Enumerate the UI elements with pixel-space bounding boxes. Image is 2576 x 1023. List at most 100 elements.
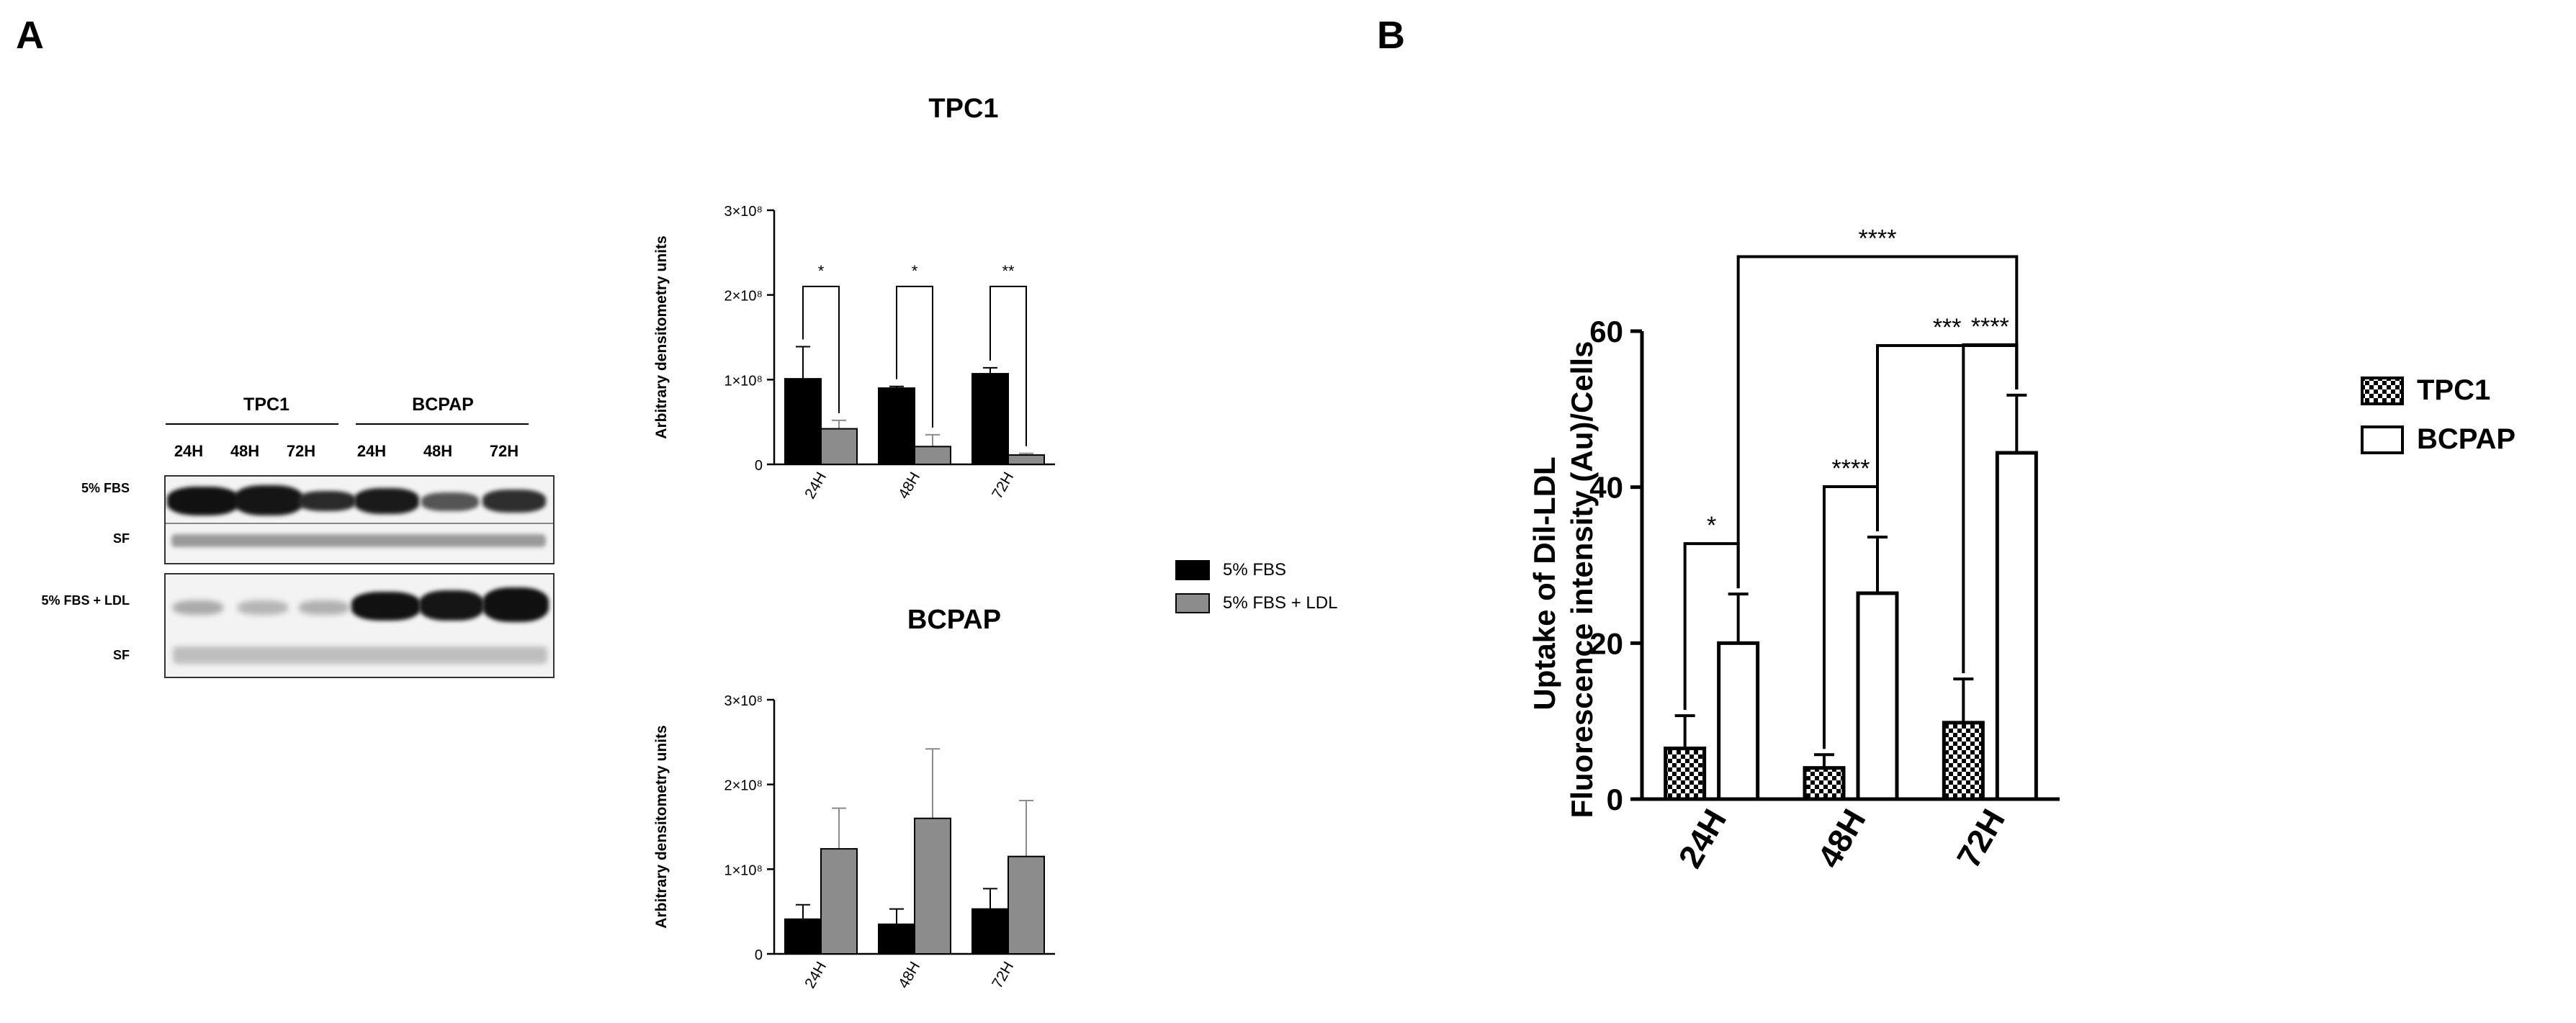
- bar: [914, 817, 951, 955]
- significance-label: *: [818, 262, 825, 280]
- x-tick-label: 72H: [1949, 803, 2012, 874]
- significance-label: ****: [1832, 455, 1870, 482]
- lane-label: 48H: [230, 442, 260, 460]
- y-axis-title: Uptake of Dil-LDL Fluorescence intensity…: [1527, 341, 1599, 819]
- y-tick-label: 3×10⁸: [724, 693, 763, 709]
- lane-label: 24H: [174, 442, 204, 460]
- legend-swatch: [1175, 593, 1210, 613]
- significance-label: ***: [1933, 314, 1962, 341]
- bar: [1995, 451, 2038, 801]
- y-axis-title-line-1: Uptake of Dil-LDL: [1527, 457, 1561, 711]
- significance-label: ****: [1971, 313, 2009, 341]
- legend-label: TPC1: [2417, 374, 2491, 406]
- legend-item-bcpap: BCPAP: [2361, 423, 2516, 456]
- blot-band: [167, 487, 239, 515]
- blot-band: [354, 488, 419, 514]
- bar: [1664, 747, 1707, 801]
- y-tick-label: 2×10⁸: [724, 289, 763, 305]
- blot-row-label: SF: [112, 531, 130, 546]
- legend-label: 5% FBS + LDL: [1223, 593, 1338, 613]
- blot-band-loading: [171, 534, 546, 547]
- y-tick-label: 3×10⁸: [724, 204, 763, 220]
- x-tick-label: 24H: [802, 959, 830, 991]
- x-tick-label: 48H: [895, 469, 923, 502]
- bar: [971, 373, 1009, 465]
- blot-image-5pct-fbs: [164, 475, 555, 564]
- blot-divider: [166, 523, 553, 524]
- legend-item-5pct-fbs-ldl: 5% FBS + LDL: [1175, 593, 1337, 613]
- bar: [914, 446, 951, 466]
- chart-dil-ldl-uptake: Uptake of Dil-LDL Fluorescence intensity…: [1527, 225, 2060, 874]
- blot-row-label: 5% FBS: [81, 481, 130, 495]
- legend-swatch-open: [2361, 425, 2404, 454]
- significance-bracket: [802, 285, 840, 413]
- bar: [971, 908, 1009, 955]
- y-tick-label: 60: [1589, 315, 1623, 348]
- bar: [820, 428, 858, 465]
- blot-band: [298, 491, 356, 511]
- blot-row-label: 5% FBS + LDL: [41, 593, 130, 608]
- blot-band: [234, 485, 303, 515]
- blot-band: [299, 600, 349, 615]
- x-tick-label: 48H: [895, 959, 923, 991]
- significance-bracket: [896, 285, 933, 428]
- y-axis-title: Arbitrary densitometry units: [653, 725, 670, 928]
- blot-row-label: SF: [112, 648, 130, 662]
- bar: [1856, 591, 1899, 801]
- blot-group-underline-tpc1: [166, 423, 338, 425]
- blot-band: [238, 600, 288, 615]
- bar: [878, 387, 915, 466]
- chart-tpc1: Arbitrary densitometry units 0 1×10⁸ 2×10⁸ 3…: [653, 204, 1055, 502]
- blot-band: [419, 590, 484, 621]
- y-tick-label: 40: [1589, 471, 1623, 505]
- lane-label: 24H: [356, 442, 387, 460]
- y-tick-label: 0: [755, 947, 763, 963]
- bar: [820, 848, 858, 955]
- y-tick-label: 20: [1589, 626, 1623, 660]
- significance-bracket: [989, 285, 1027, 446]
- y-axis-title-line-2: Fluorescence intensity (Au)/Cells: [1565, 341, 1599, 819]
- y-tick-label: 1×10⁸: [724, 373, 763, 389]
- y-axis-title: Arbitrary densitometry units: [653, 235, 670, 438]
- legend-swatch-checker: [2361, 376, 2404, 405]
- x-tick-label: 72H: [989, 959, 1017, 991]
- bar: [784, 378, 822, 466]
- legend-swatch: [1175, 560, 1210, 580]
- blot-group-label-tpc1: TPC1: [243, 395, 290, 415]
- x-tick-label: 24H: [1671, 803, 1733, 874]
- chart-bcpap: Arbitrary densitometry units 0 1×10⁸ 2×10⁸ 3…: [653, 693, 1055, 991]
- lane-label: 72H: [489, 442, 519, 460]
- x-tick-label: 48H: [1810, 803, 1872, 874]
- legend-item-5pct-fbs: 5% FBS: [1175, 560, 1286, 580]
- blot-band-loading: [173, 646, 547, 664]
- lane-label: 72H: [286, 442, 316, 460]
- blot-band: [173, 600, 223, 615]
- y-tick-label: 0: [1607, 783, 1623, 816]
- bar: [878, 923, 915, 955]
- significance-label: ****: [1859, 225, 1897, 253]
- panel-b-label: B: [1377, 14, 1405, 57]
- y-tick-label: 1×10⁸: [724, 862, 763, 878]
- bar: [1942, 721, 1985, 801]
- bar: [1717, 641, 1760, 801]
- chart-title-bcpap: BCPAP: [907, 605, 1002, 635]
- bar: [1007, 855, 1045, 955]
- legend-label: BCPAP: [2417, 423, 2516, 455]
- blot-band: [351, 592, 421, 621]
- y-tick-label: 0: [755, 458, 763, 474]
- blot-band: [421, 492, 479, 511]
- blot-group-label-bcpap: BCPAP: [412, 395, 474, 415]
- x-tick-label: 72H: [989, 469, 1017, 502]
- significance-bracket: [1736, 255, 2019, 589]
- blot-group-underline-bcpap: [356, 423, 529, 425]
- lane-label: 48H: [423, 442, 453, 460]
- legend-item-tpc1: TPC1: [2361, 374, 2490, 407]
- blot-band: [483, 587, 549, 622]
- significance-label: *: [912, 262, 918, 280]
- panel-a-label: A: [16, 14, 44, 57]
- blot-band: [483, 490, 546, 513]
- blot-image-5pct-fbs-ldl: [164, 573, 555, 678]
- legend-label: 5% FBS: [1223, 560, 1287, 580]
- significance-label: **: [1002, 262, 1015, 280]
- significance-label: *: [1707, 512, 1716, 539]
